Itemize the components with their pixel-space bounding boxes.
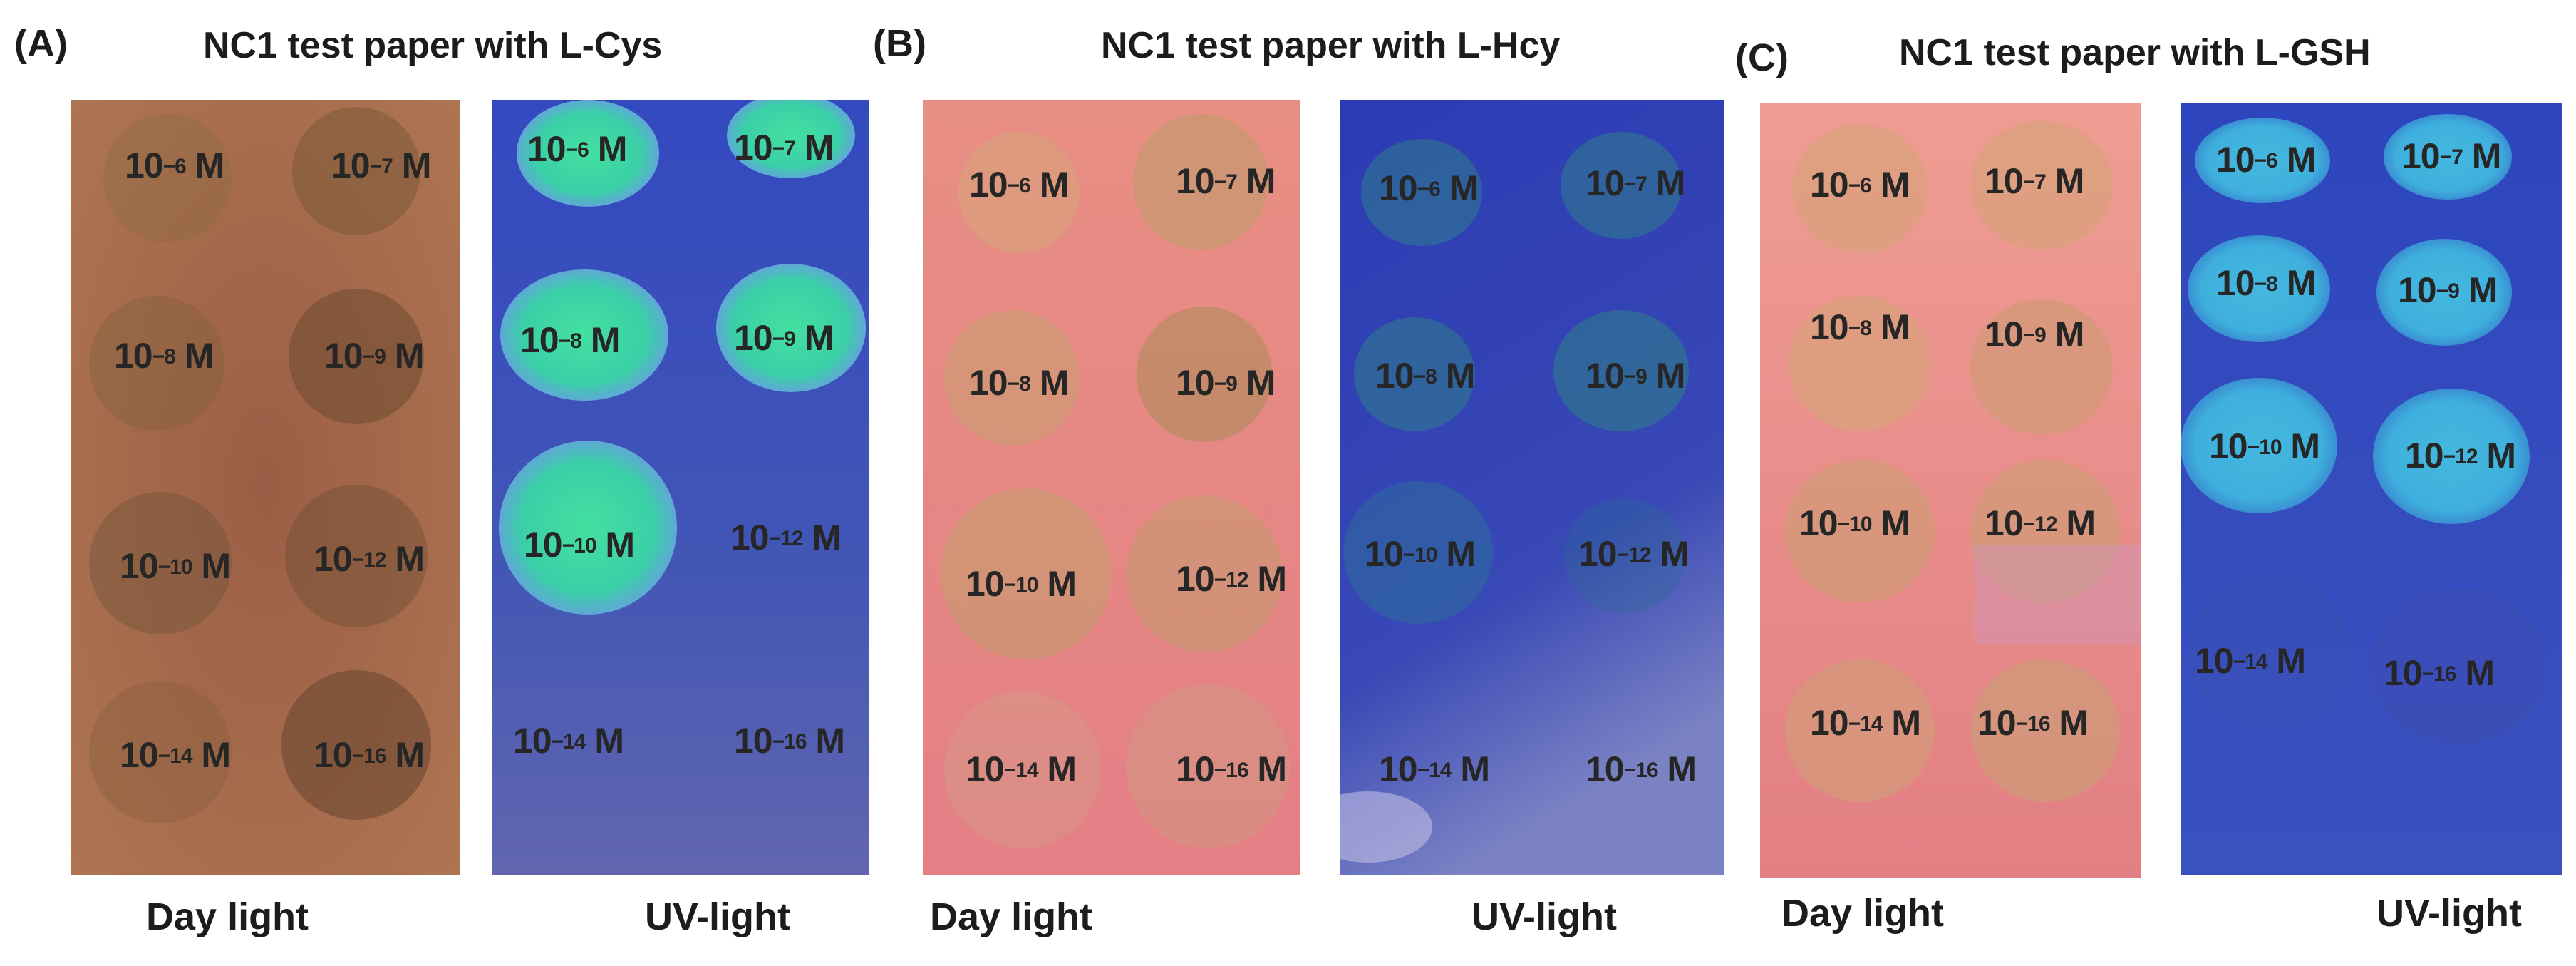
b-uv-label-1: 10−6 M xyxy=(1379,168,1479,208)
c-day-label-2: 10−7 M xyxy=(1985,161,2084,201)
a-uv-label-8: 10−16 M xyxy=(734,721,845,761)
c-uv-label-5: 10−10 M xyxy=(2209,426,2320,466)
b-day-label-7: 10−14 M xyxy=(966,749,1077,789)
b-day-label-8: 10−16 M xyxy=(1176,749,1287,789)
a-day-label-2: 10−7 M xyxy=(331,145,431,185)
panel-a-uv-caption: UV-light xyxy=(645,895,790,938)
c-day-label-5: 10−10 M xyxy=(1799,503,1910,543)
c-uv-label-8: 10−16 M xyxy=(2384,653,2495,693)
b-uv-label-4: 10−9 M xyxy=(1586,356,1685,396)
b-uv-label-5: 10−10 M xyxy=(1365,534,1476,574)
panel-a-uv-strip xyxy=(492,100,869,875)
panel-c-daylight-caption: Day light xyxy=(1781,892,1945,935)
b-uv-label-8: 10−16 M xyxy=(1586,749,1697,789)
b-day-label-3: 10−8 M xyxy=(969,363,1069,403)
panel-b-uv-caption: UV-light xyxy=(1471,895,1617,938)
panel-b-letter: (B) xyxy=(873,22,926,65)
panel-c-uv-caption: UV-light xyxy=(2376,892,2522,935)
panel-b-daylight-strip xyxy=(923,100,1300,875)
b-uv-label-6: 10−12 M xyxy=(1578,534,1690,574)
c-uv-label-7: 10−14 M xyxy=(2195,641,2306,681)
c-day-label-4: 10−9 M xyxy=(1985,314,2084,354)
panel-c-daylight-strip xyxy=(1760,103,2141,878)
a-day-label-6: 10−12 M xyxy=(314,539,425,579)
a-uv-label-7: 10−14 M xyxy=(513,721,624,761)
c-day-label-7: 10−14 M xyxy=(1810,703,1921,743)
b-uv-label-7: 10−14 M xyxy=(1379,749,1490,789)
a-uv-label-2: 10−7 M xyxy=(734,128,834,168)
c-uv-label-2: 10−7 M xyxy=(2401,136,2501,176)
panel-a-letter: (A) xyxy=(14,22,68,65)
panel-a-daylight-caption: Day light xyxy=(146,895,309,938)
panel-c-uv-strip xyxy=(2181,103,2562,875)
c-day-label-6: 10−12 M xyxy=(1985,503,2096,543)
panel-b-title: NC1 test paper with L-Hcy xyxy=(1101,25,1561,66)
c-uv-label-4: 10−9 M xyxy=(2398,270,2498,310)
panel-a-daylight-strip xyxy=(71,100,460,875)
c-day-label-3: 10−8 M xyxy=(1810,307,1910,347)
a-uv-label-6: 10−12 M xyxy=(730,518,842,557)
a-day-label-3: 10−8 M xyxy=(114,336,214,376)
c-day-label-8: 10−16 M xyxy=(1977,703,2089,743)
b-day-label-5: 10−10 M xyxy=(966,564,1077,604)
a-day-label-1: 10−6 M xyxy=(125,145,224,185)
b-day-label-1: 10−6 M xyxy=(969,165,1069,205)
panel-b-daylight-caption: Day light xyxy=(930,895,1093,938)
panel-c-letter: (C) xyxy=(1735,36,1789,79)
a-day-label-5: 10−10 M xyxy=(120,546,231,586)
c-day-label-1: 10−6 M xyxy=(1810,165,1910,205)
a-uv-label-5: 10−10 M xyxy=(524,525,635,565)
a-day-label-8: 10−16 M xyxy=(314,735,425,775)
c-uv-label-6: 10−12 M xyxy=(2405,436,2516,476)
a-uv-label-1: 10−6 M xyxy=(527,129,627,169)
a-uv-label-3: 10−8 M xyxy=(520,320,620,360)
panel-a-title: NC1 test paper with L-Cys xyxy=(203,25,663,66)
panel-c-title: NC1 test paper with L-GSH xyxy=(1899,32,2371,73)
c-uv-label-3: 10−8 M xyxy=(2216,263,2316,303)
a-day-label-4: 10−9 M xyxy=(324,336,424,376)
b-uv-label-3: 10−8 M xyxy=(1375,356,1475,396)
panel-b-uv-strip xyxy=(1340,100,1724,875)
b-day-label-4: 10−9 M xyxy=(1176,363,1276,403)
a-uv-label-4: 10−9 M xyxy=(734,318,834,358)
b-uv-label-2: 10−7 M xyxy=(1586,163,1685,203)
c-uv-label-1: 10−6 M xyxy=(2216,140,2316,180)
a-day-label-7: 10−14 M xyxy=(120,735,231,775)
b-day-label-6: 10−12 M xyxy=(1176,559,1287,599)
b-day-label-2: 10−7 M xyxy=(1176,161,1276,201)
